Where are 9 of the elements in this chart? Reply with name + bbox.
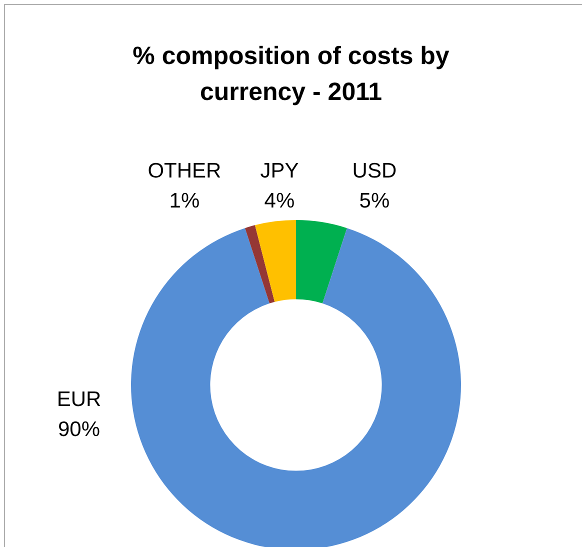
slice-label: USD	[352, 159, 397, 182]
data-label: 90%	[58, 418, 100, 441]
data-label: 4%	[264, 189, 295, 212]
chart-title: % composition of costs by currency - 2011	[132, 41, 450, 108]
slice-label: EUR	[56, 388, 102, 411]
data-label: 5%	[359, 189, 390, 212]
slice-label: OTHER	[148, 159, 222, 182]
slice-label: JPY	[260, 159, 299, 182]
data-label: 1%	[169, 189, 200, 212]
